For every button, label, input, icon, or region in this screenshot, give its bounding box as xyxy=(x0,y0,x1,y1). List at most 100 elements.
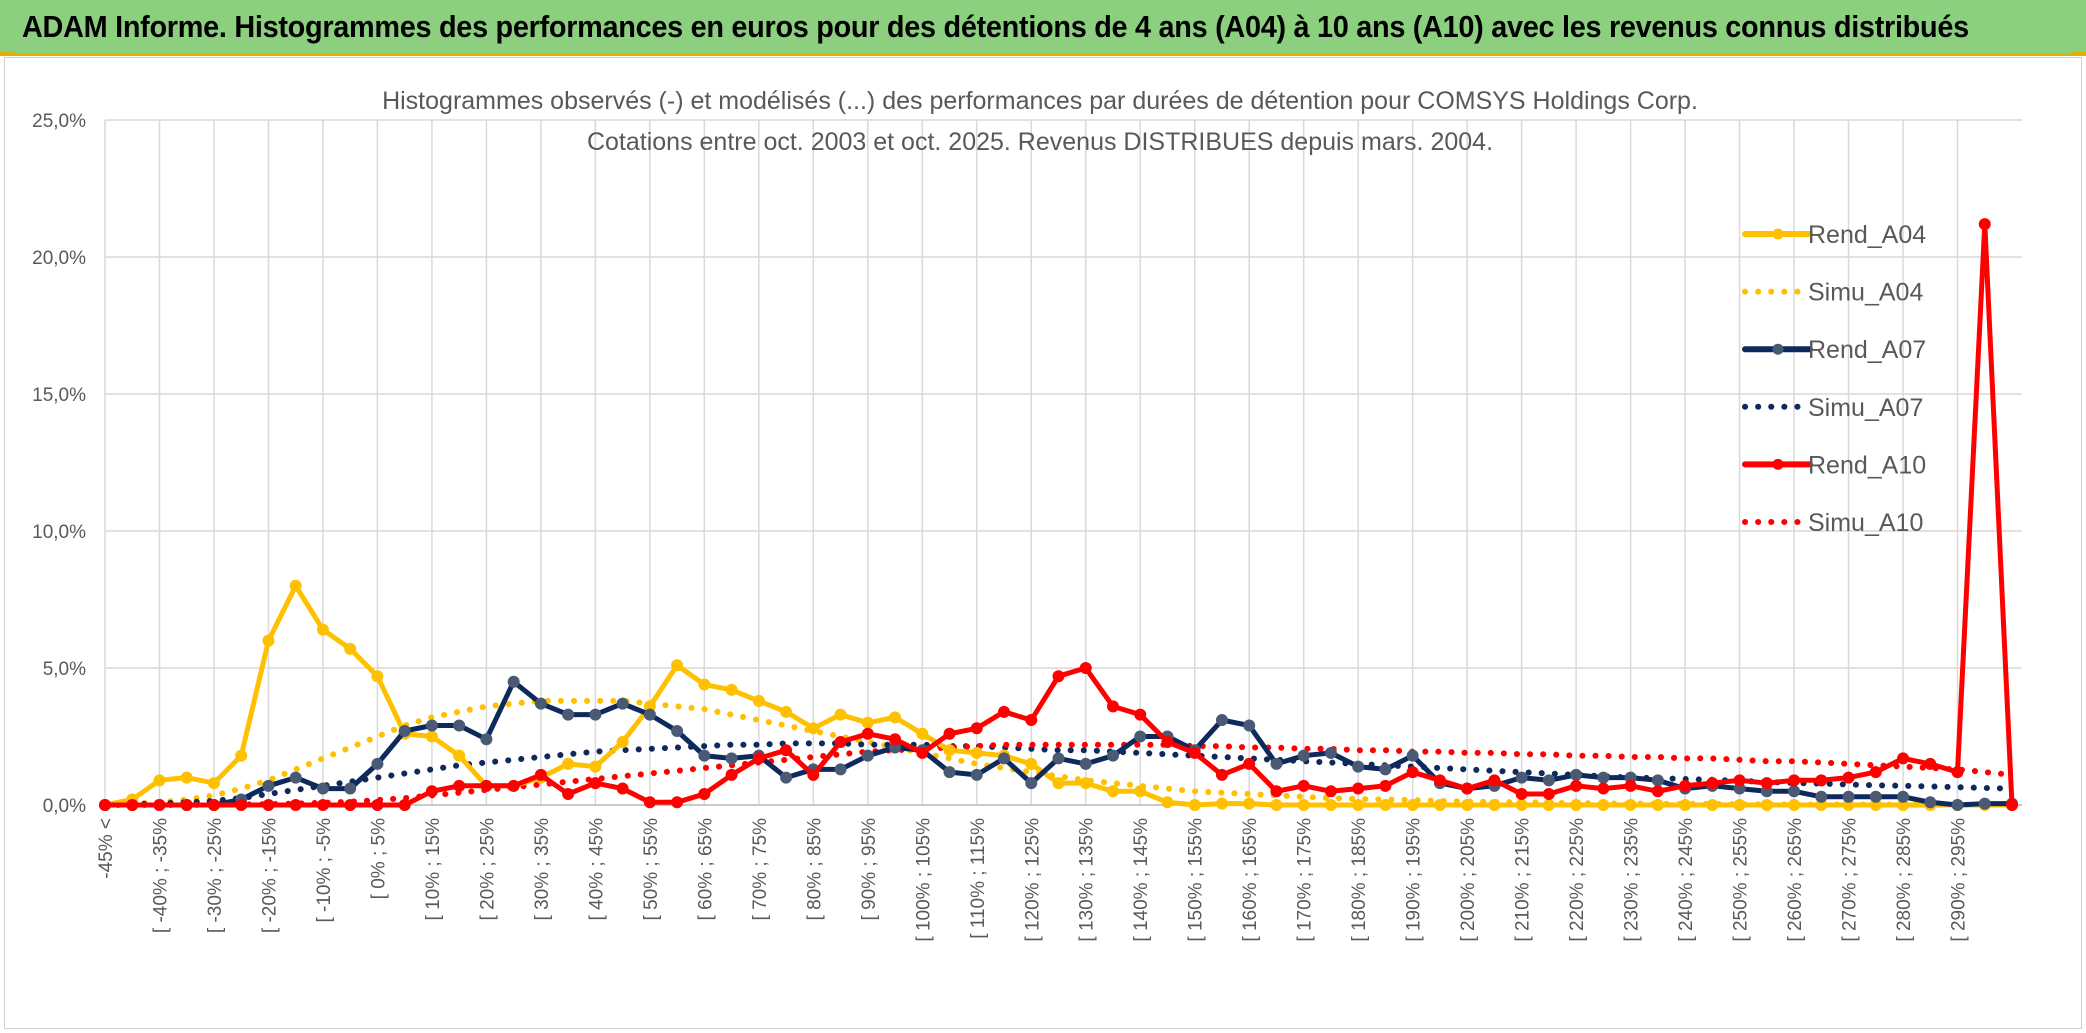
x-tick-label: [ 230% ; 235% xyxy=(1622,818,1643,942)
data-point-rend-a10 xyxy=(235,799,248,811)
data-point-rend-a04 xyxy=(752,694,765,707)
data-point-rend-a07 xyxy=(425,719,438,732)
data-point-rend-a04 xyxy=(834,708,847,721)
data-point-rend-a10 xyxy=(126,799,139,811)
data-point-rend-a07 xyxy=(453,719,466,732)
data-point-rend-a10 xyxy=(1897,752,1910,765)
data-point-rend-a07 xyxy=(1297,749,1310,762)
data-point-rend-a10 xyxy=(1542,788,1555,801)
data-point-rend-a04 xyxy=(153,774,166,787)
data-point-rend-a07 xyxy=(1869,790,1882,803)
chart-title-line-2: Cotations entre oct. 2003 et oct. 2025. … xyxy=(587,128,1493,156)
series-line-simu-a07 xyxy=(102,740,2015,808)
data-point-rend-a07 xyxy=(480,733,493,746)
data-point-rend-a04 xyxy=(207,777,220,790)
data-point-rend-a07 xyxy=(262,779,275,792)
data-point-rend-a04 xyxy=(1352,799,1365,811)
x-tick-label: [ 70% ; 75% xyxy=(750,818,771,921)
data-point-rend-a07 xyxy=(834,763,847,776)
data-point-rend-a10 xyxy=(807,768,820,781)
y-tick-label: 10,0% xyxy=(32,522,86,543)
chart-series xyxy=(99,218,2018,811)
data-point-rend-a04 xyxy=(725,683,738,696)
data-point-rend-a04 xyxy=(180,771,193,784)
data-point-rend-a04 xyxy=(889,711,902,724)
data-point-rend-a10 xyxy=(1597,782,1610,795)
data-point-rend-a10 xyxy=(916,746,929,759)
data-point-rend-a10 xyxy=(1188,746,1201,759)
data-point-rend-a04 xyxy=(1406,799,1419,811)
x-tick-label: [ 110% ; 115% xyxy=(968,818,989,939)
x-tick-label: [ 160% ; 165% xyxy=(1240,818,1261,942)
data-point-rend-a10 xyxy=(889,733,902,746)
data-point-rend-a07 xyxy=(507,675,520,688)
data-point-rend-a07 xyxy=(1897,790,1910,803)
data-point-rend-a04 xyxy=(1324,799,1337,811)
data-point-rend-a04 xyxy=(1025,757,1038,770)
report-title: ADAM Informe. Histogrammes des performan… xyxy=(22,9,1969,44)
chart-grid xyxy=(104,119,2022,806)
data-point-rend-a10 xyxy=(398,799,411,811)
data-point-rend-a04 xyxy=(289,579,302,592)
x-tick-label: [ 100% ; 105% xyxy=(913,818,934,942)
legend-marker xyxy=(1772,343,1784,355)
data-point-rend-a07 xyxy=(1079,757,1092,770)
data-point-rend-a10 xyxy=(834,735,847,748)
data-point-rend-a04 xyxy=(807,722,820,735)
legend-label: Rend_A04 xyxy=(1808,221,1926,249)
data-point-rend-a10 xyxy=(1243,757,1256,770)
data-point-rend-a10 xyxy=(507,779,520,792)
data-point-rend-a10 xyxy=(180,799,193,811)
data-point-rend-a07 xyxy=(1215,714,1228,727)
data-point-rend-a04 xyxy=(861,716,874,729)
data-point-rend-a07 xyxy=(398,725,411,738)
data-point-rend-a10 xyxy=(207,799,220,811)
data-point-rend-a10 xyxy=(616,782,629,795)
data-point-rend-a10 xyxy=(371,799,384,811)
data-point-rend-a07 xyxy=(1025,777,1038,790)
data-point-rend-a04 xyxy=(780,705,793,718)
data-point-rend-a10 xyxy=(1651,785,1664,798)
data-point-rend-a10 xyxy=(1079,662,1092,674)
data-point-rend-a10 xyxy=(1488,774,1501,787)
data-point-rend-a04 xyxy=(1188,799,1201,811)
data-point-rend-a07 xyxy=(316,782,329,795)
data-point-rend-a07 xyxy=(1570,768,1583,781)
data-point-rend-a10 xyxy=(1951,766,1964,779)
x-tick-label: [ 80% ; 85% xyxy=(804,818,825,921)
data-point-rend-a10 xyxy=(1706,777,1719,790)
series-line-rend-a10 xyxy=(102,221,2015,808)
x-tick-label: [ 270% ; 275% xyxy=(1840,818,1861,942)
data-point-rend-a10 xyxy=(2006,799,2018,811)
data-point-rend-a10 xyxy=(1978,218,1991,231)
data-point-rend-a10 xyxy=(780,744,793,757)
banner-corner-left xyxy=(0,52,14,56)
data-point-rend-a10 xyxy=(752,752,765,765)
report-banner: ADAM Informe. Histogrammes des performan… xyxy=(0,0,2086,56)
legend-label: Simu_A07 xyxy=(1808,394,1923,422)
data-point-rend-a04 xyxy=(1542,799,1555,811)
data-point-rend-a04 xyxy=(1651,799,1664,811)
chart-frame xyxy=(4,57,2082,1029)
data-point-rend-a10 xyxy=(344,799,357,811)
x-tick-label: [ 260% ; 265% xyxy=(1785,818,1806,942)
data-point-rend-a04 xyxy=(1297,799,1310,811)
data-point-rend-a07 xyxy=(780,771,793,784)
data-point-rend-a07 xyxy=(1924,796,1937,809)
data-point-rend-a10 xyxy=(998,705,1011,718)
data-point-rend-a04 xyxy=(1106,785,1119,798)
data-point-rend-a07 xyxy=(671,725,684,738)
data-point-rend-a04 xyxy=(1760,799,1773,811)
data-point-rend-a10 xyxy=(1270,785,1283,798)
data-point-rend-a10 xyxy=(1352,782,1365,795)
data-point-rend-a10 xyxy=(1815,774,1828,787)
data-point-rend-a04 xyxy=(1515,799,1528,811)
data-point-rend-a07 xyxy=(371,757,384,770)
data-point-rend-a10 xyxy=(725,768,738,781)
data-point-rend-a10 xyxy=(289,799,302,811)
data-point-rend-a04 xyxy=(562,757,575,770)
data-point-rend-a10 xyxy=(1515,788,1528,801)
data-point-rend-a04 xyxy=(425,730,438,743)
x-axis: -45% < [ -40% ; -35% [ -30% ; -25% [ -20% ;… xyxy=(96,818,1970,942)
